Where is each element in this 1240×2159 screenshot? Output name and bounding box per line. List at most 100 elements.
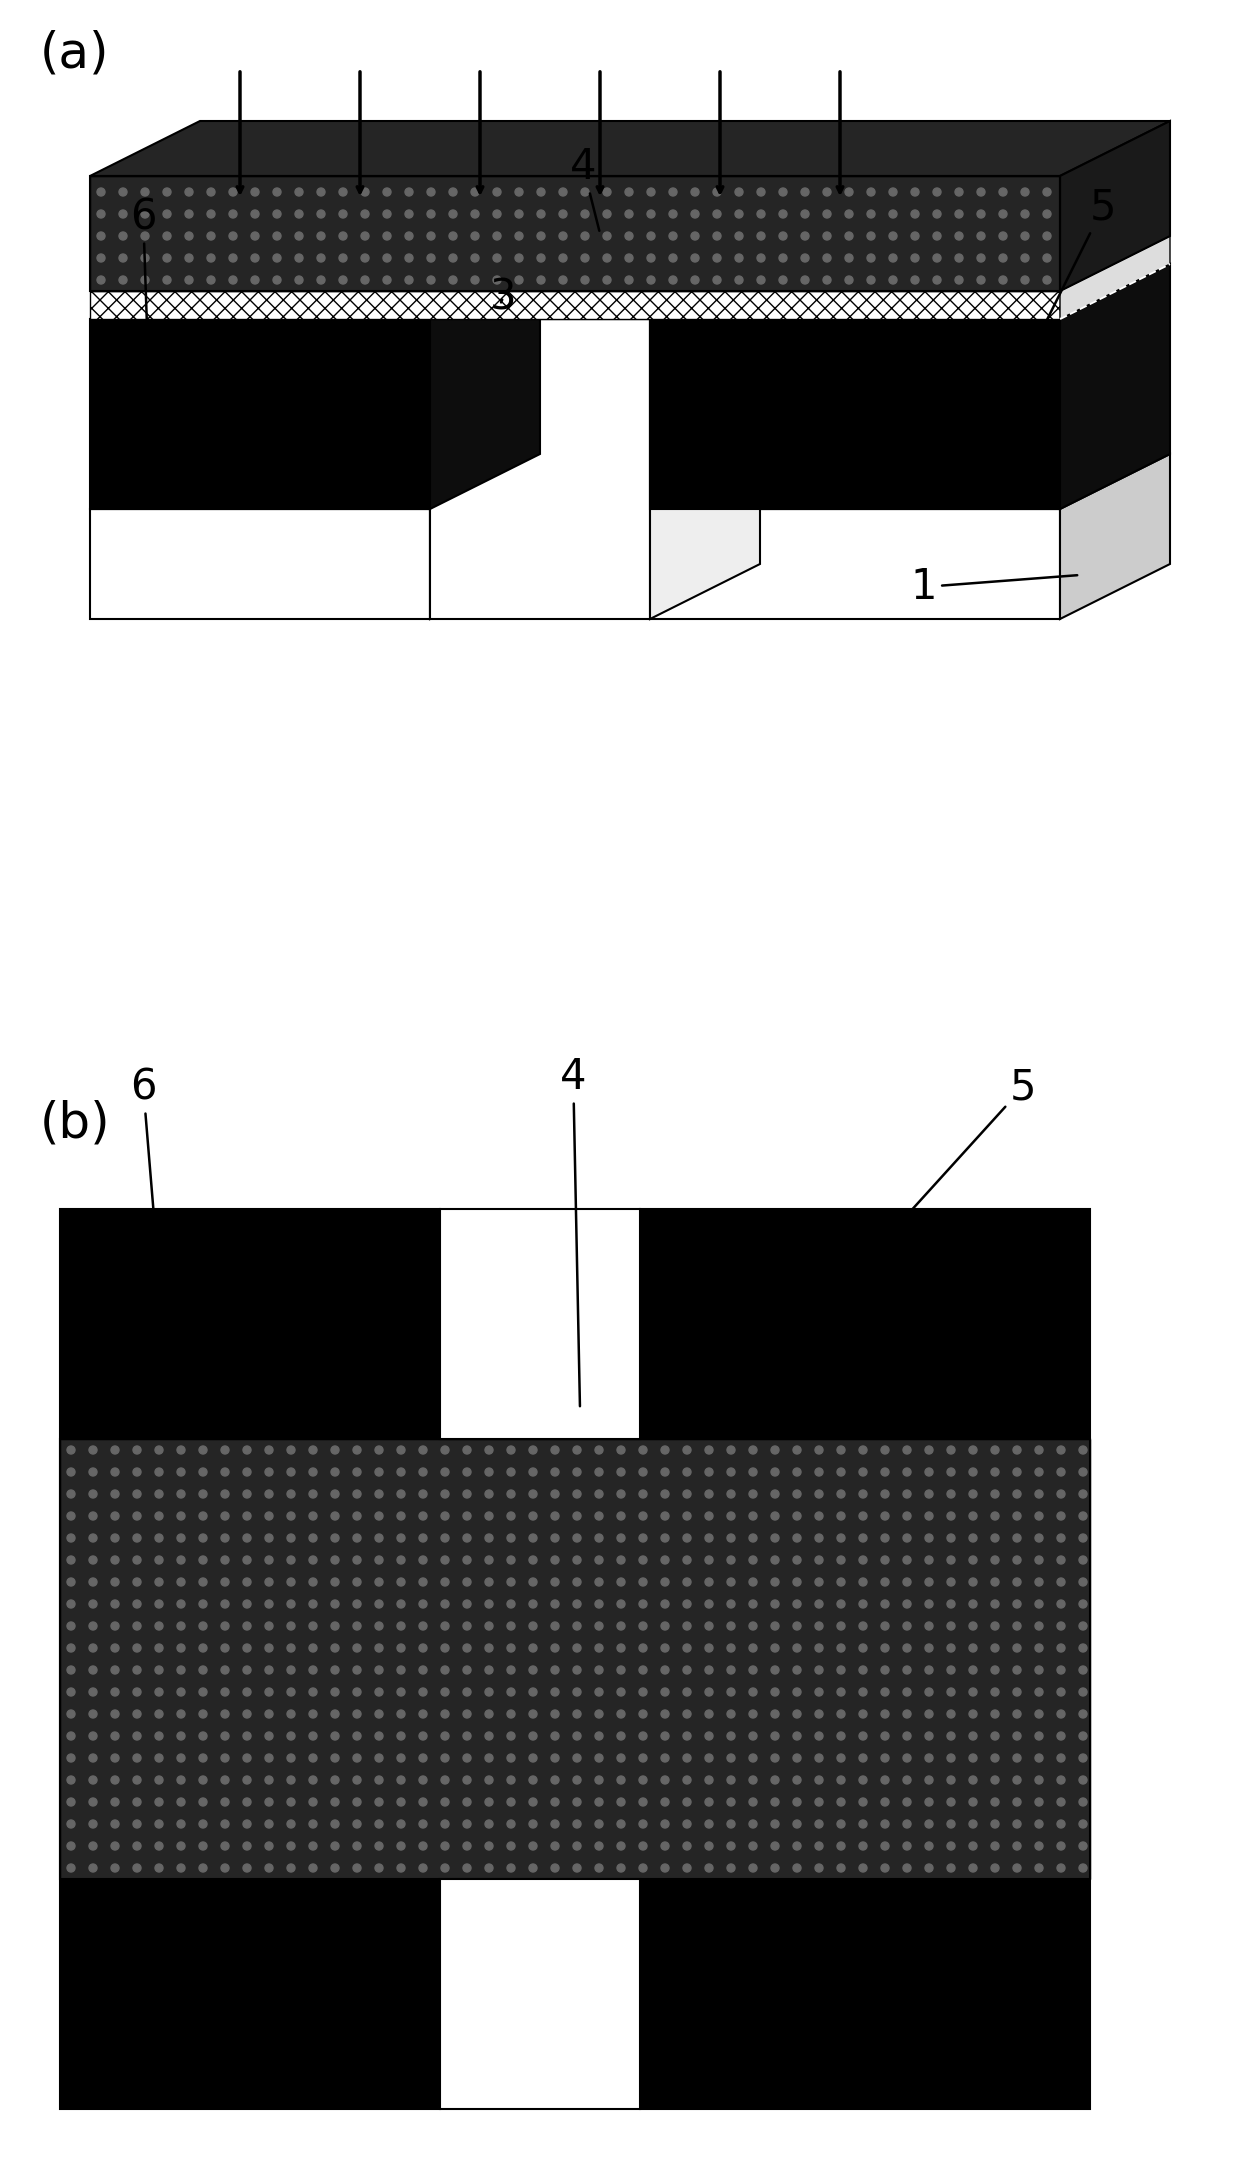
Circle shape bbox=[947, 1732, 955, 1740]
Bar bbox=[440, 1209, 640, 1440]
Circle shape bbox=[639, 1863, 647, 1872]
Circle shape bbox=[449, 255, 458, 261]
Circle shape bbox=[119, 255, 126, 261]
Circle shape bbox=[97, 255, 105, 261]
Circle shape bbox=[374, 1688, 383, 1697]
Circle shape bbox=[595, 1667, 603, 1673]
Circle shape bbox=[485, 1777, 494, 1783]
Circle shape bbox=[485, 1688, 494, 1697]
Circle shape bbox=[713, 231, 720, 240]
Circle shape bbox=[859, 1842, 867, 1850]
Circle shape bbox=[331, 1710, 339, 1719]
Circle shape bbox=[119, 188, 126, 196]
Circle shape bbox=[859, 1535, 867, 1542]
Circle shape bbox=[463, 1798, 471, 1805]
Circle shape bbox=[947, 1842, 955, 1850]
Circle shape bbox=[374, 1753, 383, 1762]
Circle shape bbox=[383, 188, 391, 196]
Circle shape bbox=[441, 1842, 449, 1850]
Circle shape bbox=[749, 1535, 756, 1542]
Circle shape bbox=[947, 1468, 955, 1477]
Circle shape bbox=[661, 1490, 670, 1498]
Circle shape bbox=[286, 1688, 295, 1697]
Circle shape bbox=[1079, 1798, 1087, 1805]
Circle shape bbox=[177, 1688, 185, 1697]
Bar bbox=[91, 291, 1060, 320]
Circle shape bbox=[1056, 1710, 1065, 1719]
Circle shape bbox=[968, 1753, 977, 1762]
Circle shape bbox=[221, 1557, 229, 1563]
Circle shape bbox=[880, 1777, 889, 1783]
Circle shape bbox=[880, 1600, 889, 1608]
Circle shape bbox=[925, 1490, 932, 1498]
Circle shape bbox=[207, 255, 215, 261]
Circle shape bbox=[155, 1511, 162, 1520]
Circle shape bbox=[713, 276, 720, 285]
Circle shape bbox=[837, 1621, 844, 1630]
Circle shape bbox=[463, 1468, 471, 1477]
Circle shape bbox=[1035, 1753, 1043, 1762]
Circle shape bbox=[265, 1557, 273, 1563]
Circle shape bbox=[815, 1600, 823, 1608]
Circle shape bbox=[286, 1447, 295, 1453]
Circle shape bbox=[683, 1753, 691, 1762]
Circle shape bbox=[880, 1820, 889, 1829]
Circle shape bbox=[925, 1535, 932, 1542]
Circle shape bbox=[449, 231, 458, 240]
Circle shape bbox=[397, 1863, 405, 1872]
Circle shape bbox=[573, 1667, 582, 1673]
Circle shape bbox=[903, 1820, 911, 1829]
Circle shape bbox=[559, 188, 567, 196]
Circle shape bbox=[198, 1621, 207, 1630]
Circle shape bbox=[286, 1798, 295, 1805]
Circle shape bbox=[735, 231, 743, 240]
Circle shape bbox=[507, 1447, 515, 1453]
Circle shape bbox=[837, 1863, 844, 1872]
Circle shape bbox=[756, 188, 765, 196]
Circle shape bbox=[485, 1557, 494, 1563]
Circle shape bbox=[265, 1600, 273, 1608]
Circle shape bbox=[265, 1863, 273, 1872]
Circle shape bbox=[177, 1842, 185, 1850]
Circle shape bbox=[779, 276, 787, 285]
Circle shape bbox=[133, 1710, 141, 1719]
Circle shape bbox=[1035, 1710, 1043, 1719]
Circle shape bbox=[221, 1777, 229, 1783]
Circle shape bbox=[889, 231, 897, 240]
Circle shape bbox=[419, 1578, 427, 1587]
Circle shape bbox=[89, 1842, 97, 1850]
Circle shape bbox=[727, 1688, 735, 1697]
Circle shape bbox=[155, 1621, 162, 1630]
Circle shape bbox=[133, 1578, 141, 1587]
Circle shape bbox=[727, 1710, 735, 1719]
Circle shape bbox=[286, 1710, 295, 1719]
Circle shape bbox=[837, 1447, 844, 1453]
Circle shape bbox=[639, 1798, 647, 1805]
Circle shape bbox=[229, 188, 237, 196]
Circle shape bbox=[823, 255, 831, 261]
Circle shape bbox=[441, 1557, 449, 1563]
Circle shape bbox=[89, 1511, 97, 1520]
Circle shape bbox=[485, 1753, 494, 1762]
Circle shape bbox=[141, 231, 149, 240]
Circle shape bbox=[647, 188, 655, 196]
Circle shape bbox=[683, 1557, 691, 1563]
Circle shape bbox=[1013, 1468, 1021, 1477]
Circle shape bbox=[582, 231, 589, 240]
Circle shape bbox=[968, 1777, 977, 1783]
Circle shape bbox=[1035, 1667, 1043, 1673]
Circle shape bbox=[309, 1490, 317, 1498]
Circle shape bbox=[1013, 1447, 1021, 1453]
Circle shape bbox=[595, 1777, 603, 1783]
Circle shape bbox=[97, 231, 105, 240]
Circle shape bbox=[494, 276, 501, 285]
Circle shape bbox=[794, 1468, 801, 1477]
Circle shape bbox=[573, 1820, 582, 1829]
Circle shape bbox=[1035, 1535, 1043, 1542]
Circle shape bbox=[463, 1777, 471, 1783]
Circle shape bbox=[441, 1447, 449, 1453]
Circle shape bbox=[529, 1820, 537, 1829]
Circle shape bbox=[133, 1863, 141, 1872]
Circle shape bbox=[670, 209, 677, 218]
Circle shape bbox=[749, 1578, 756, 1587]
